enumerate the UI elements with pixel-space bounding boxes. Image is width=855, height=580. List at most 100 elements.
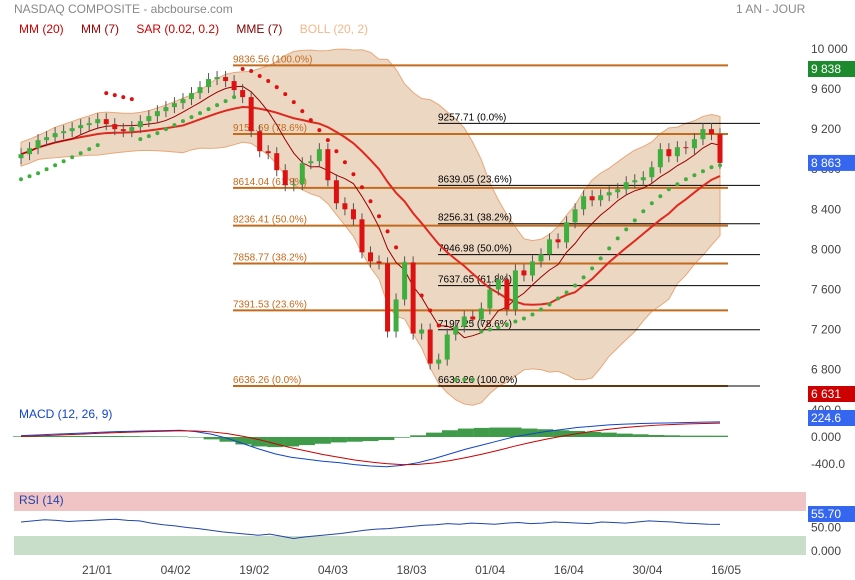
sar-dot <box>607 246 612 251</box>
candle-body <box>547 239 553 255</box>
macd-hist-bar <box>235 437 252 445</box>
fib-right-label: 7946.98 (50.0%) <box>438 244 512 255</box>
sar-dot <box>19 177 23 182</box>
sar-dot <box>496 325 501 330</box>
candle-body <box>717 134 723 163</box>
fib-left-label: 8614.04 (61.8%) <box>233 177 307 188</box>
indicator-legend: MM (20) MM (7) SAR (0.02, 0.2) MME (7) B… <box>19 22 382 36</box>
candle-body <box>589 196 595 201</box>
candle-body <box>69 128 75 132</box>
sar-dot <box>300 109 305 114</box>
fib-left-label: 8236.41 (50.0%) <box>233 215 307 226</box>
sar-dot <box>95 143 100 148</box>
macd-hist-bar <box>394 437 411 438</box>
date-tick-label: 21/01 <box>82 563 112 577</box>
macd-hist-bar <box>521 428 538 437</box>
price-tick-label: 9 200 <box>811 122 841 136</box>
chart-period: 1 AN - JOUR <box>736 2 806 16</box>
sar-dot <box>487 327 492 332</box>
macd-hist-bar <box>378 437 395 441</box>
badge-rsi: 55.70 <box>811 507 841 521</box>
candle-body <box>86 123 92 126</box>
macd-tick-label: 0.000 <box>811 430 841 444</box>
candle-body <box>265 151 271 154</box>
sar-dot <box>155 131 160 136</box>
sar-dot <box>385 229 390 234</box>
sar-dot <box>274 85 279 90</box>
sar-dot <box>359 185 364 190</box>
date-tick-label: 04/03 <box>318 563 348 577</box>
badge-top-bg <box>808 61 855 77</box>
candle-body <box>223 77 229 82</box>
candle-body <box>478 308 484 320</box>
macd-hist-bar <box>648 434 665 437</box>
candle-body <box>495 279 501 290</box>
candle-body <box>18 154 24 159</box>
candle-body <box>291 184 297 186</box>
candle-body <box>282 170 288 186</box>
sar-dot <box>325 138 330 143</box>
date-tick-label: 01/04 <box>475 563 505 577</box>
sar-dot <box>419 293 424 298</box>
fib-right-label: 8639.05 (23.6%) <box>438 174 512 185</box>
candle-body <box>470 316 476 320</box>
fib-right-label: 8256.31 (38.2%) <box>438 213 512 224</box>
fib-left-label: 6636.26 (0.0%) <box>233 375 301 386</box>
candle-body <box>402 262 408 300</box>
price-tick-label: 8 000 <box>811 242 841 256</box>
sar-dot <box>27 174 32 179</box>
candle-body <box>623 182 629 190</box>
sar-dot <box>658 194 663 199</box>
sar-dot <box>206 107 211 112</box>
candle-body <box>581 196 587 210</box>
candle-body <box>615 189 621 193</box>
date-tick-label: 18/03 <box>396 563 426 577</box>
ma20-line <box>20 106 721 306</box>
sar-dot <box>504 322 509 327</box>
macd-hist-bar <box>251 437 268 447</box>
candle-body <box>103 119 109 125</box>
sar-dot <box>53 163 58 168</box>
macd-hist-bar <box>441 430 458 437</box>
candle-body <box>572 209 578 223</box>
macd-hist-bar <box>108 435 125 437</box>
legend-mm7: MM (7) <box>81 22 120 36</box>
moving-averages <box>20 85 721 339</box>
candle-body <box>419 329 425 334</box>
date-tick-label: 16/04 <box>554 563 584 577</box>
macd-hist-bar <box>664 435 681 437</box>
sar-dot <box>470 377 475 382</box>
price-badges: 9 838 8 863 6 631 <box>808 61 855 402</box>
candle-body <box>52 133 58 138</box>
sar-dot <box>368 199 373 204</box>
candlesticks <box>18 71 723 370</box>
rsi-tick-label: 0.000 <box>811 544 841 558</box>
candle-body <box>376 261 382 264</box>
bollinger-area <box>20 48 721 406</box>
sar-dot <box>538 307 543 312</box>
candle-body <box>240 90 246 98</box>
fib-right-label: 7197.25 (78.6%) <box>438 319 512 330</box>
candle-body <box>487 289 493 309</box>
sar-dot <box>530 312 535 317</box>
sar-dot <box>556 296 561 301</box>
candle-body <box>708 129 714 135</box>
legend-boll: BOLL (20, 2) <box>299 22 369 36</box>
sar-dot <box>240 67 245 72</box>
candle-body <box>316 149 322 162</box>
macd-hist-bar <box>537 429 554 437</box>
sar-dot <box>564 290 569 295</box>
candle-body <box>555 239 561 243</box>
candle-body <box>197 87 203 94</box>
candle-body <box>598 195 604 201</box>
fib-left-label: 9151.69 (78.6%) <box>233 123 307 134</box>
rsi-overbought-zone <box>14 492 806 511</box>
bollinger-band <box>20 48 721 406</box>
candle-body <box>154 111 160 117</box>
candle-body <box>308 161 314 164</box>
candle-body <box>248 97 254 132</box>
sar-dot <box>598 256 603 261</box>
sar-dot <box>257 74 262 79</box>
